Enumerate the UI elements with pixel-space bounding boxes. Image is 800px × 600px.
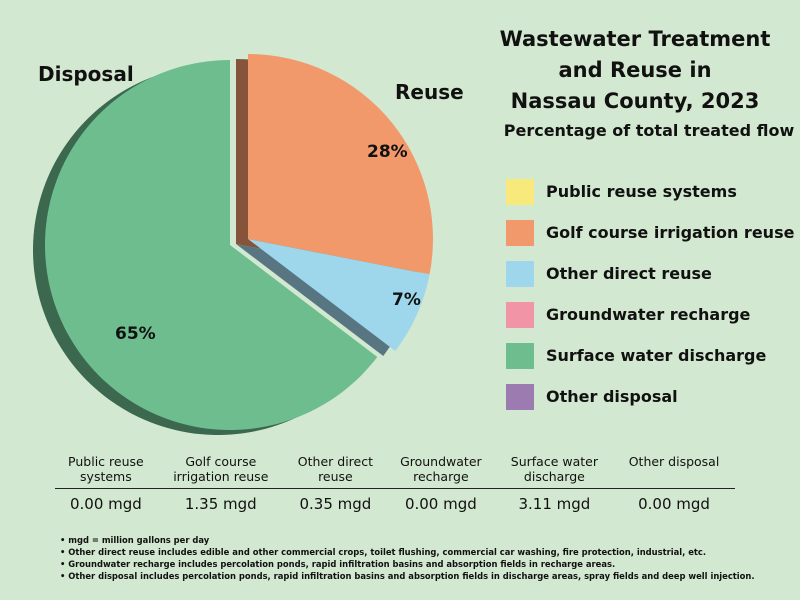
disposal-group-label: Disposal [38, 62, 134, 86]
pie-slice [248, 239, 430, 351]
header-line: Public reuse [68, 454, 144, 469]
legend-item: Other disposal [506, 376, 794, 417]
header-line: recharge [413, 469, 469, 484]
footnote: • Groundwater recharge includes percolat… [60, 559, 616, 569]
legend-label: Groundwater recharge [546, 305, 751, 324]
header-line: Surface water [510, 454, 598, 469]
title-line: and Reuse in [558, 58, 712, 82]
legend-swatch [506, 178, 534, 205]
footnote: • Other disposal includes percolation po… [60, 571, 755, 581]
legend-label: Golf course irrigation reuse [546, 223, 795, 242]
legend-label: Public reuse systems [546, 182, 737, 201]
header-line: discharge [523, 469, 585, 484]
header-line: Other disposal [628, 454, 720, 469]
reuse-group-label: Reuse [395, 80, 464, 104]
legend-swatch [506, 260, 534, 287]
other-direct-percent-label: 7% [392, 290, 421, 310]
legend-label: Other disposal [546, 387, 678, 406]
legend-swatch [506, 342, 534, 369]
footnote: • Other direct reuse includes edible and… [60, 547, 707, 557]
footnotes: • mgd = million gallons per day • Other … [60, 534, 800, 582]
table-cell: 3.11 mgd [495, 488, 614, 513]
chart-subtitle: Percentage of total treated flow [503, 121, 795, 140]
legend: Public reuse systems Golf course irrigat… [506, 171, 794, 417]
legend-item: Other direct reuse [506, 253, 794, 294]
title-line: Nassau County, 2023 [510, 89, 760, 113]
pie-slice [44, 60, 378, 431]
table-header-cell: Golf course irrigation reuse [157, 454, 285, 489]
header-line: Golf course [185, 454, 257, 469]
table-row: 0.00 mgd 1.35 mgd 0.35 mgd 0.00 mgd 3.11… [55, 488, 735, 513]
legend-item: Golf course irrigation reuse [506, 212, 794, 253]
legend-swatch [506, 383, 534, 410]
table-header-cell: Public reuse systems [55, 454, 157, 489]
table-header-cell: Surface water discharge [496, 454, 613, 489]
footnote: • mgd = million gallons per day [60, 535, 210, 545]
table-cell: 0.35 mgd [284, 488, 386, 513]
golf-percent-label: 28% [367, 142, 408, 162]
table-cell: 0.00 mgd [613, 488, 735, 513]
legend-item: Public reuse systems [506, 171, 794, 212]
header-line: reuse [318, 469, 353, 484]
legend-label: Other direct reuse [546, 264, 712, 283]
title-line: Wastewater Treatment [499, 27, 771, 51]
header-line: systems [80, 469, 132, 484]
table-header-cell: Groundwater recharge [386, 454, 496, 489]
table-cell: 0.00 mgd [385, 488, 496, 513]
header-line: Other direct [297, 454, 373, 469]
header-line: Groundwater [400, 454, 482, 469]
table-cell: 1.35 mgd [156, 488, 285, 513]
legend-item: Surface water discharge [506, 335, 794, 376]
header-line: irrigation reuse [173, 469, 269, 484]
pie-slice [248, 54, 433, 275]
legend-swatch [506, 301, 534, 328]
legend-label: Surface water discharge [546, 346, 767, 365]
surface-percent-label: 65% [115, 324, 156, 344]
table-header-row: Public reuse systems Golf course irrigatio… [55, 454, 735, 489]
table-header-cell: Other direct reuse [285, 454, 386, 489]
legend-item: Groundwater recharge [506, 294, 794, 335]
flow-table: Public reuse systems Golf course irrigatio… [55, 454, 735, 513]
table-cell: 0.00 mgd [55, 488, 157, 513]
table-header-cell: Other disposal [613, 454, 735, 489]
legend-swatch [506, 219, 534, 246]
chart-title: Wastewater Treatment and Reuse in Nassau… [470, 24, 800, 140]
